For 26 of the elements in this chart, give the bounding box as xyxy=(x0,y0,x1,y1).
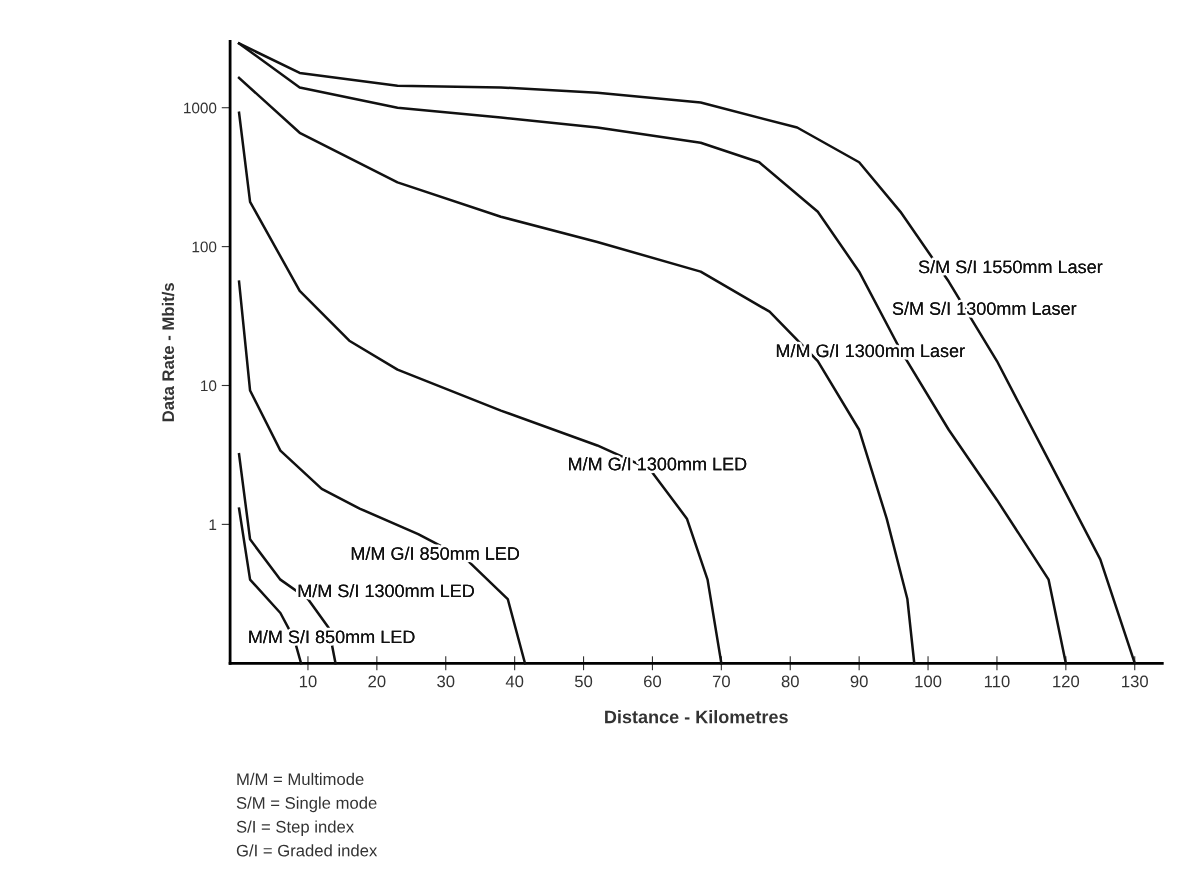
x-axis-title: Distance - Kilometres xyxy=(605,710,788,724)
y-tick-label: 1000 xyxy=(184,102,217,114)
x-tick-label: 50 xyxy=(574,675,593,688)
x-tick-label: 40 xyxy=(505,675,524,688)
text: G/I = Graded index xyxy=(236,844,378,857)
x-tick-label: 110 xyxy=(984,675,1010,688)
line-series xyxy=(237,280,527,665)
x-tick-label: 20 xyxy=(368,675,386,688)
x-tick-label: 100 xyxy=(915,675,942,688)
series-label: M/M G/I 1300mm LED xyxy=(569,457,747,471)
text: M/M = Multimode xyxy=(237,772,364,786)
x-tick-label: 130 xyxy=(1122,675,1148,688)
x-tick-label: 90 xyxy=(850,675,868,688)
text: S/M = Single mode xyxy=(236,796,377,813)
text: S/I = Step index xyxy=(236,820,354,836)
y-tick-label: 1 xyxy=(209,519,217,530)
x-tick-label: 30 xyxy=(437,675,455,688)
x-tick-label: 120 xyxy=(1053,675,1080,688)
x-tick-label: 80 xyxy=(781,675,799,688)
y-axis-title: Data Rate - Mbit/s xyxy=(161,283,175,422)
y-tick-label: 10 xyxy=(201,380,217,392)
x-tick-label: 10 xyxy=(299,675,317,688)
x-tick-label: 70 xyxy=(712,675,730,688)
x-tick-label: 60 xyxy=(644,675,662,688)
series-label: M/M S/I 1300mm LED xyxy=(298,583,474,598)
y-tick-label: 100 xyxy=(192,241,217,253)
